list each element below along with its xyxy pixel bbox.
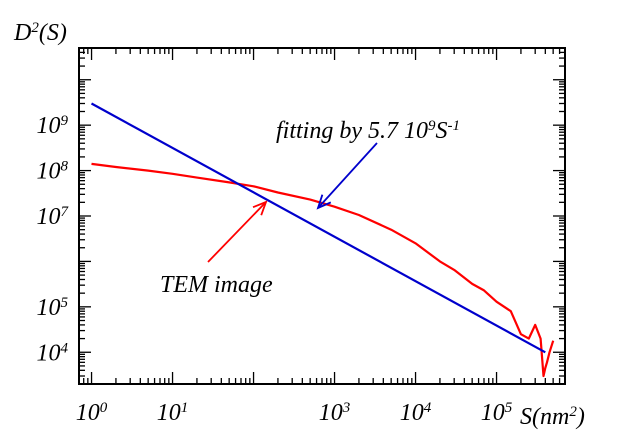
fit-series-line (90, 102, 546, 354)
fit-annotation-label: fitting by 5.7 109S-1 (276, 118, 460, 144)
x-tick-labels: 100 101 103 104 105 (76, 400, 513, 426)
x-tick-label: 101 (157, 400, 189, 426)
tem-annotation-label: TEM image (160, 272, 273, 298)
annotation-arrows (207, 142, 378, 263)
tem-image-series-line (91, 162, 555, 378)
y-tick-label: 105 (37, 295, 69, 321)
y-tick-labels: 104 105 107 108 109 (37, 113, 70, 366)
plot-frame (78, 47, 566, 385)
y-tick-label: 104 (37, 340, 69, 366)
y-tick-label: 109 (37, 113, 69, 139)
fit-arrow-head (316, 194, 332, 210)
series-group (90, 102, 555, 378)
x-tick-label: 103 (319, 400, 351, 426)
y-axis-label: D2(S) (13, 20, 67, 46)
tem-arrow-head (252, 200, 268, 216)
tem-arrow-shaft (207, 201, 267, 263)
x-tick-label: 104 (400, 400, 432, 426)
x-tick-label: 105 (481, 400, 513, 426)
fit-arrow (316, 142, 378, 210)
axis-ticks (78, 47, 566, 385)
y-tick-label: 108 (37, 159, 69, 185)
x-tick-label: 100 (76, 400, 108, 426)
y-tick-label: 107 (37, 204, 70, 230)
fit-arrow-shaft (317, 142, 378, 209)
x-axis-label: S(nm2) (520, 404, 585, 430)
tem-arrow (207, 200, 268, 263)
